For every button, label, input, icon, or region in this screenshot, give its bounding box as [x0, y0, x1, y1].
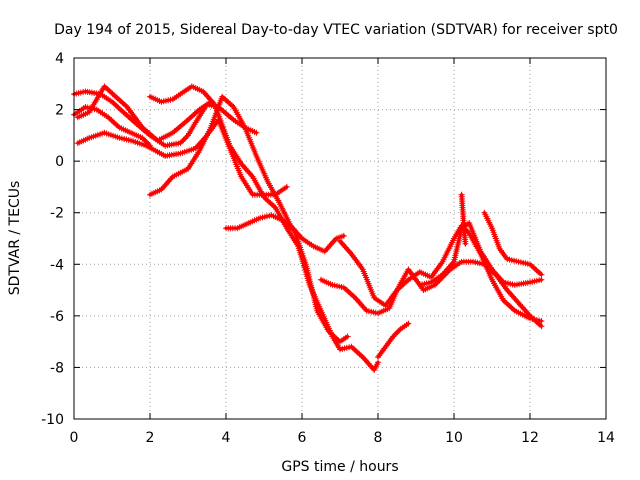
- series-markers: [416, 220, 545, 288]
- series-markers: [74, 83, 214, 144]
- series-arc-11: [416, 220, 545, 288]
- x-tick-label: 2: [146, 430, 155, 446]
- x-tick-label: 4: [222, 430, 231, 446]
- x-tick-label: 0: [70, 430, 79, 446]
- series-group: [71, 83, 545, 373]
- series-arc-12: [458, 191, 469, 247]
- ticks: [73, 57, 607, 420]
- y-tick-label: -10: [41, 412, 64, 428]
- y-tick-label: -2: [50, 206, 64, 222]
- chart-title: Day 194 of 2015, Sidereal Day-to-day VTE…: [54, 22, 618, 38]
- x-tick-label: 14: [597, 430, 615, 446]
- series-markers: [337, 222, 545, 324]
- x-tick-label: 12: [521, 430, 539, 446]
- series-arc-10: [375, 320, 412, 361]
- y-tick-label: -8: [50, 360, 64, 376]
- series-arc-5: [147, 83, 381, 373]
- series-markers: [458, 191, 469, 247]
- series-markers: [147, 93, 347, 255]
- y-tick-label: 2: [55, 103, 64, 119]
- y-tick-label: 4: [55, 51, 64, 67]
- x-tick-label: 6: [298, 430, 307, 446]
- y-tick-label: -4: [50, 257, 64, 273]
- series-markers: [481, 209, 545, 278]
- series-arc-13: [481, 209, 545, 278]
- series-arc-6: [147, 93, 347, 255]
- series-markers: [375, 320, 412, 361]
- y-axis-label: SDTVAR / TECUs: [7, 181, 23, 296]
- x-axis-label: GPS time / hours: [281, 459, 398, 475]
- y-tick-label: -6: [50, 309, 64, 325]
- series-markers: [147, 83, 381, 373]
- x-tick-label: 10: [445, 430, 463, 446]
- series-arc-9: [337, 222, 545, 324]
- plot-frame: [73, 57, 607, 420]
- x-tick-label: 8: [374, 430, 383, 446]
- y-tick-label: 0: [55, 154, 64, 170]
- series-arc-3: [74, 83, 214, 144]
- tick-labels: 0 2 4 6 8 10 12 14 -10 -8 -6 -4 -2 0 2 4: [41, 51, 615, 446]
- series-markers: [223, 212, 351, 345]
- series-arc-7: [223, 212, 351, 345]
